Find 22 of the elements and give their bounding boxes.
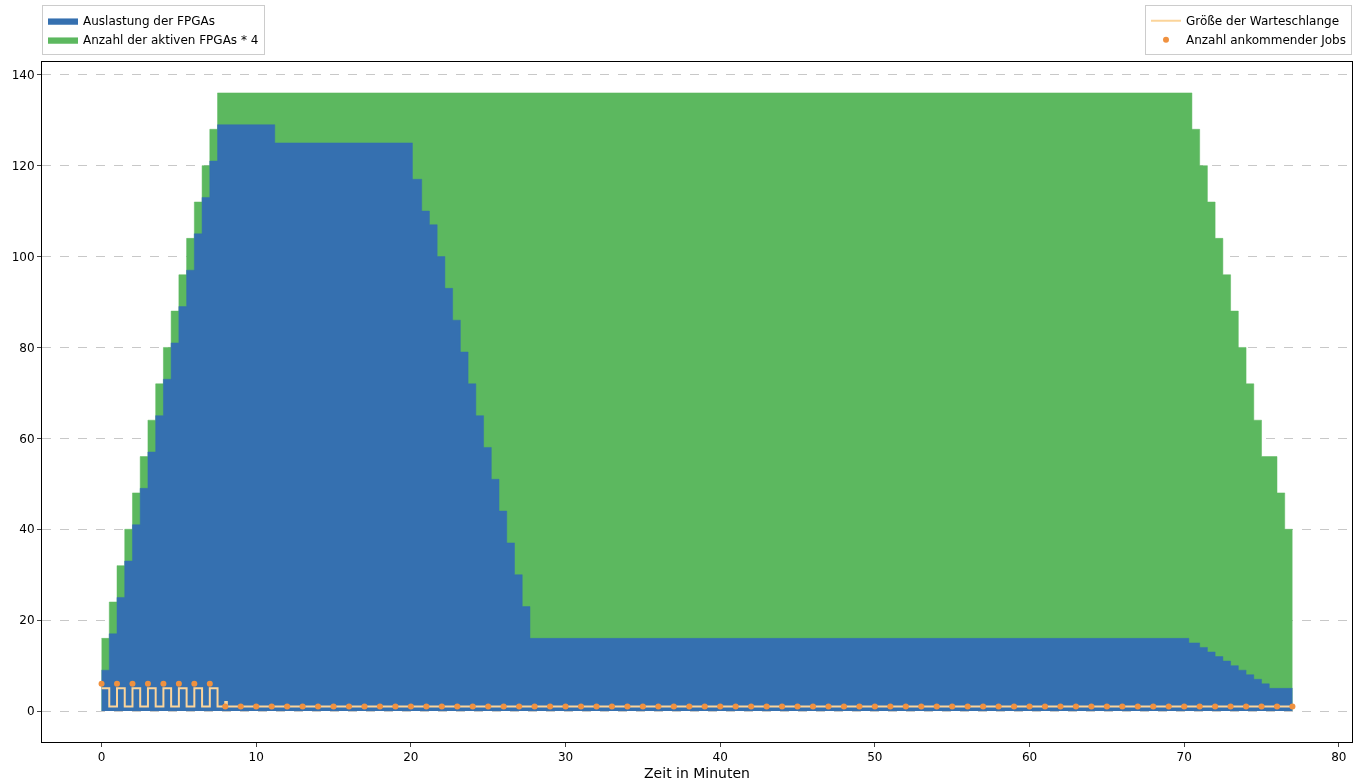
x-tick-label: 30 xyxy=(557,750,574,765)
x-tick-label: 70 xyxy=(1176,750,1192,765)
legend-label: Anzahl der aktiven FPGAs * 4 xyxy=(83,33,259,48)
y-tick-label: 40 xyxy=(19,522,35,537)
x-tick-label: 80 xyxy=(1331,750,1347,765)
y-tick-label: 60 xyxy=(19,431,35,446)
x-tick-label: 50 xyxy=(867,750,883,765)
y-tick-label: 140 xyxy=(11,67,35,82)
y-tick-label: 80 xyxy=(19,340,35,355)
x-tick-label: 60 xyxy=(1021,750,1038,765)
legend-label: Auslastung der FPGAs xyxy=(83,14,215,29)
x-tick-label: 20 xyxy=(403,750,419,765)
y-tick-label: 120 xyxy=(11,158,35,173)
y-tick-label: 100 xyxy=(11,249,35,264)
x-tick-label: 10 xyxy=(248,750,264,765)
y-tick-label: 0 xyxy=(26,704,35,719)
x-tick-label: 0 xyxy=(97,750,106,765)
legend-label: Größe der Warteschlange xyxy=(1186,14,1340,29)
legend-label: Anzahl ankommender Jobs xyxy=(1186,33,1346,48)
x-axis-title: Zeit in Minuten xyxy=(644,764,750,781)
y-tick-label: 20 xyxy=(19,613,35,628)
x-tick-label: 40 xyxy=(712,750,728,765)
